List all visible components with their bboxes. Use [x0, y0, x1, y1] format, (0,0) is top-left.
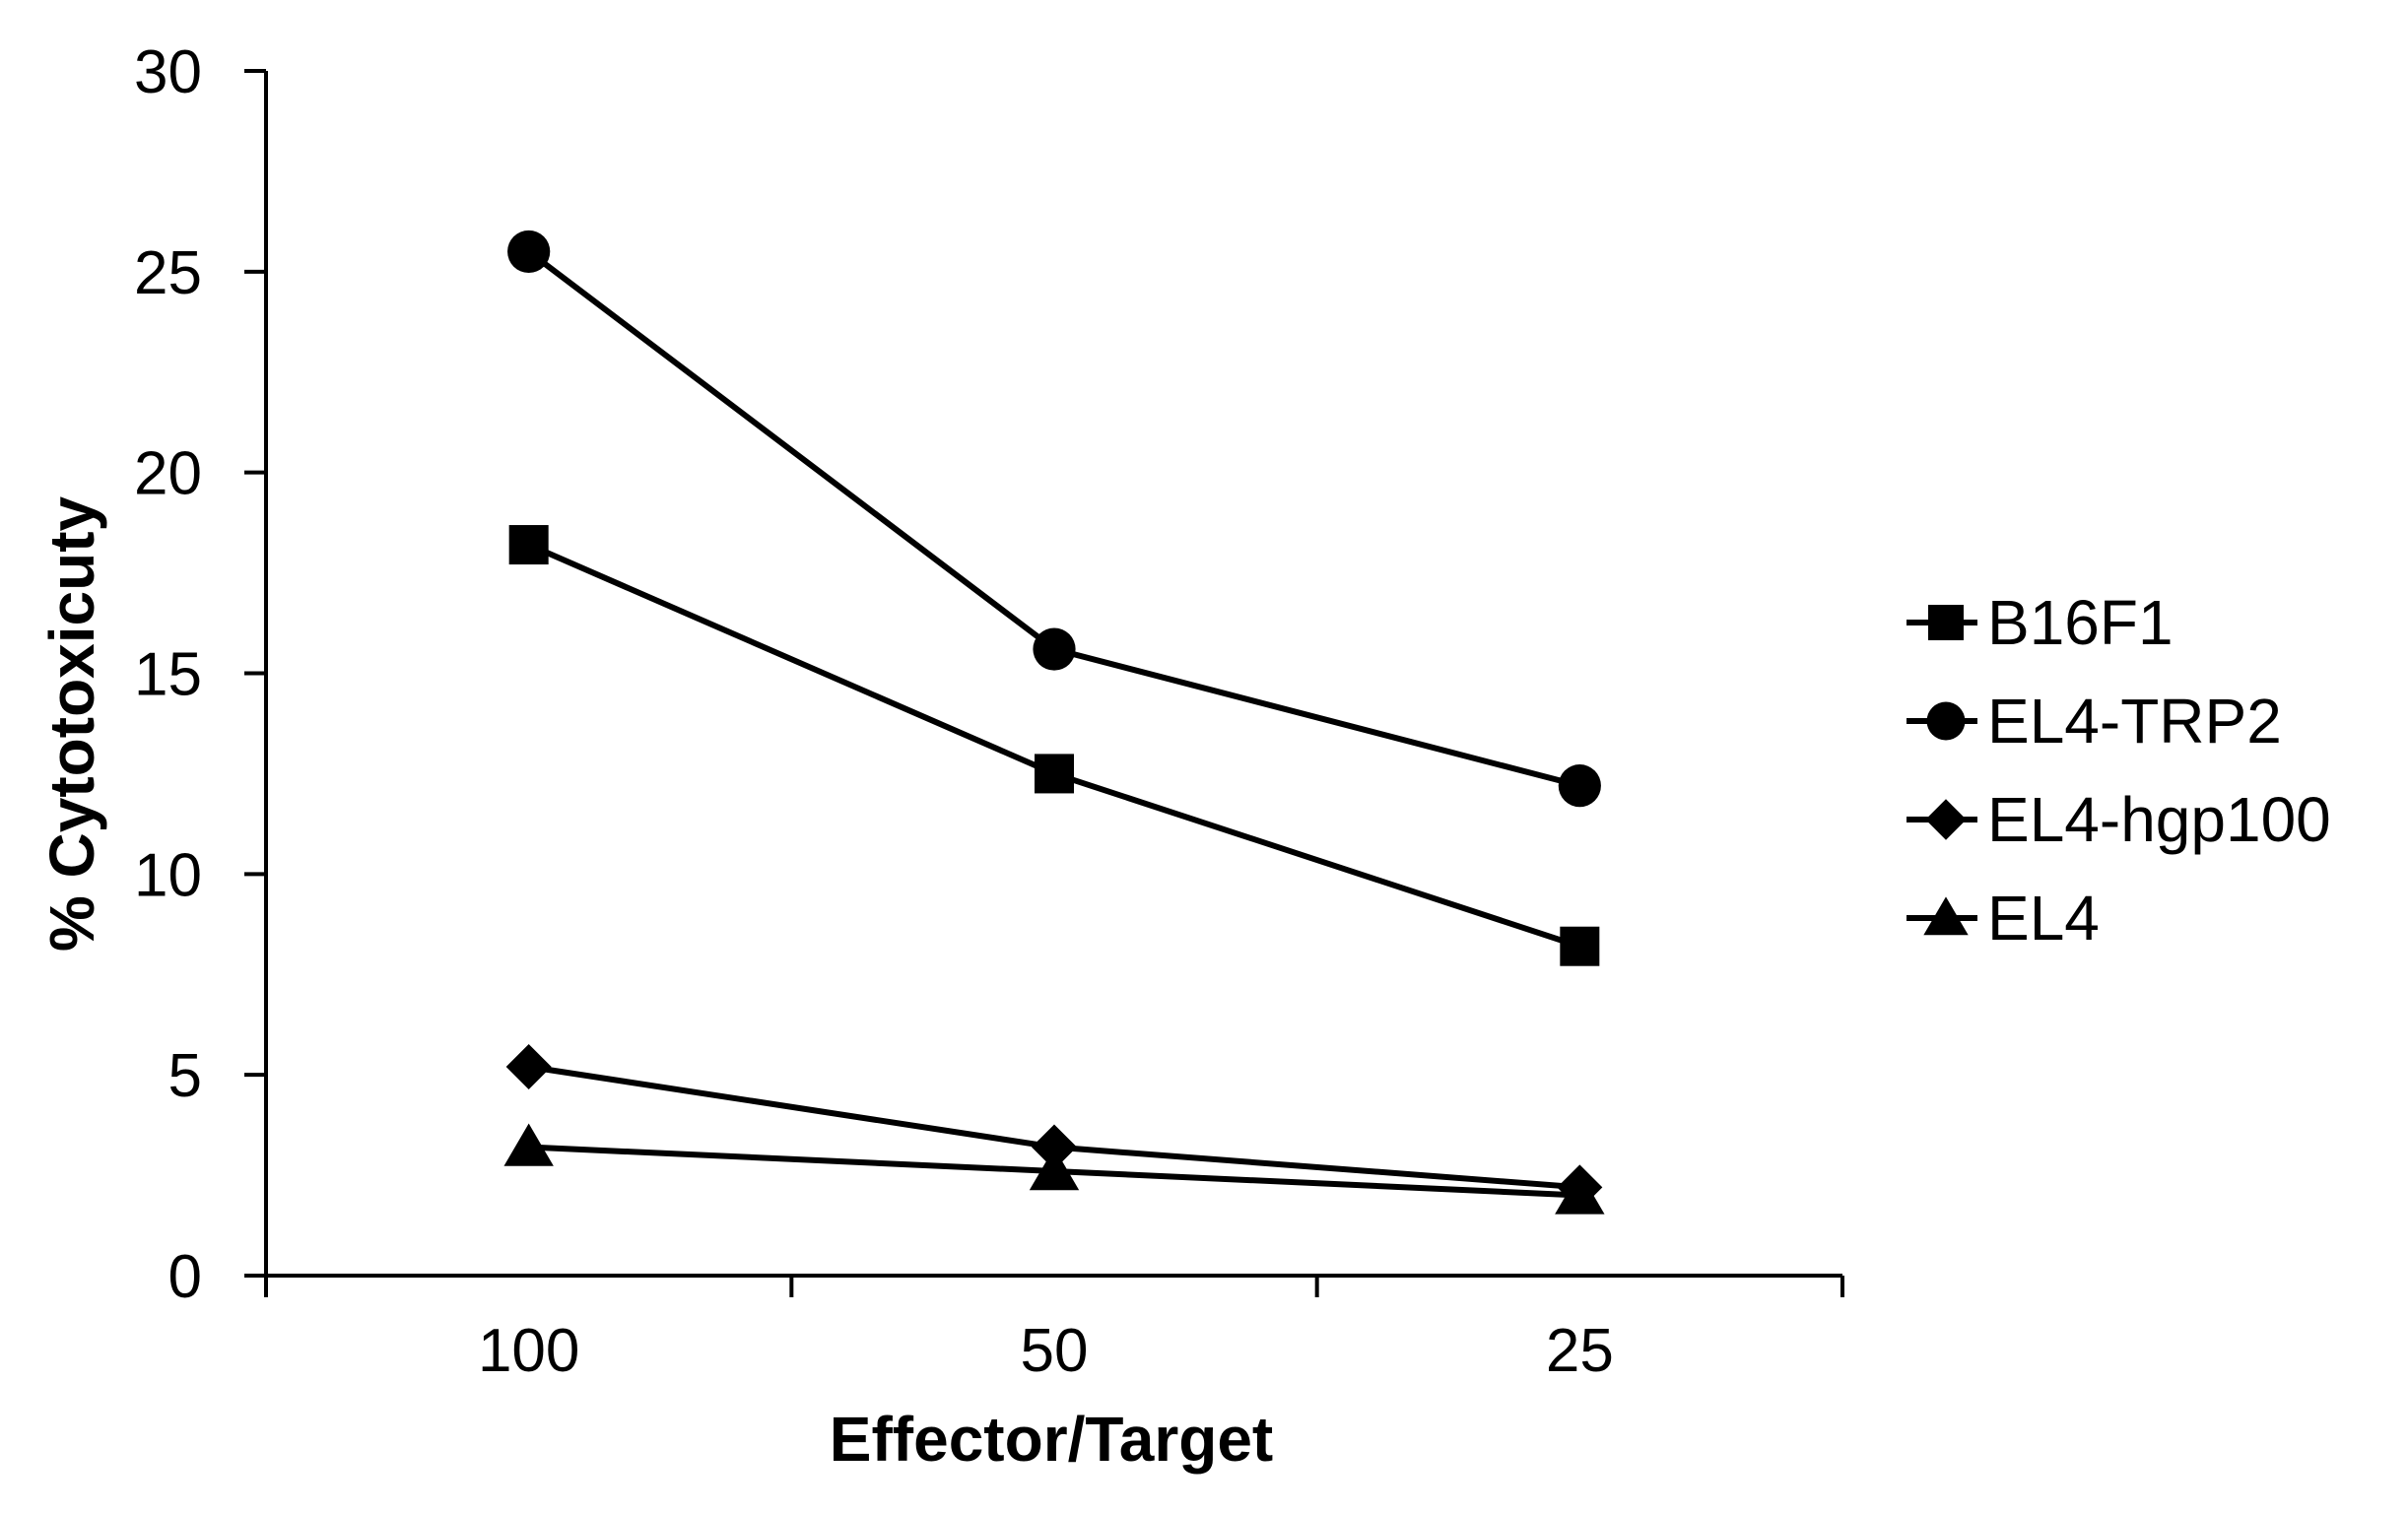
- data-point-el4: [1555, 1171, 1605, 1215]
- y-axis-title: % Cytotoxicuty: [36, 495, 107, 952]
- legend-item-el4-hgp100: EL4-hgp100: [1906, 784, 2331, 855]
- legend-label: EL4: [1987, 883, 2100, 954]
- legend-marker: [1925, 799, 1967, 840]
- legend-item-el4: EL4: [1906, 883, 2100, 954]
- data-point-b16f1: [508, 525, 549, 565]
- data-point-el4-trp2: [507, 230, 551, 274]
- x-axis-title: Effector/Target: [830, 1404, 1273, 1475]
- legend-marker: [1923, 896, 1969, 936]
- data-point-el4: [1029, 1148, 1080, 1191]
- series-b16f1: [508, 525, 1600, 966]
- y-tick-label: 0: [168, 1243, 202, 1311]
- x-tick-label: 100: [478, 1317, 579, 1385]
- data-point-b16f1: [1035, 754, 1074, 794]
- series-line-el4-trp2: [526, 249, 1581, 789]
- series-el4-trp2: [507, 230, 1601, 808]
- y-tick-label: 5: [168, 1042, 202, 1110]
- data-point-b16f1: [1560, 926, 1600, 966]
- data-point-el4-hgp100: [505, 1044, 552, 1090]
- axes: 0 5 10 15 20 25 30 100 50 25: [134, 38, 1844, 1385]
- data-point-el4: [503, 1123, 554, 1166]
- y-tick-label: 10: [134, 841, 202, 909]
- data-point-el4-trp2: [1558, 764, 1601, 808]
- legend-item-b16f1: B16F1: [1906, 587, 2174, 658]
- legend-marker: [1928, 605, 1964, 640]
- y-tick-label: 15: [134, 641, 202, 709]
- legend-label: EL4-hgp100: [1987, 784, 2331, 855]
- legend-marker: [1926, 701, 1966, 741]
- y-tick-label: 25: [134, 239, 202, 307]
- data-point-el4-hgp100: [1032, 1124, 1077, 1170]
- x-tick-label: 50: [1021, 1317, 1089, 1385]
- y-tick-label: 20: [134, 440, 202, 508]
- series-el4: [503, 1123, 1605, 1215]
- series-layer: [503, 230, 1605, 1215]
- y-tick-label: 30: [134, 38, 202, 106]
- legend: B16F1 EL4-TRP2 EL4-hgp100 EL4: [1906, 587, 2331, 954]
- legend-label: B16F1: [1987, 587, 2174, 658]
- data-point-el4-trp2: [1033, 627, 1076, 671]
- legend-item-el4-trp2: EL4-TRP2: [1906, 686, 2282, 756]
- legend-label: EL4-TRP2: [1987, 686, 2282, 756]
- x-tick-label: 25: [1546, 1317, 1614, 1385]
